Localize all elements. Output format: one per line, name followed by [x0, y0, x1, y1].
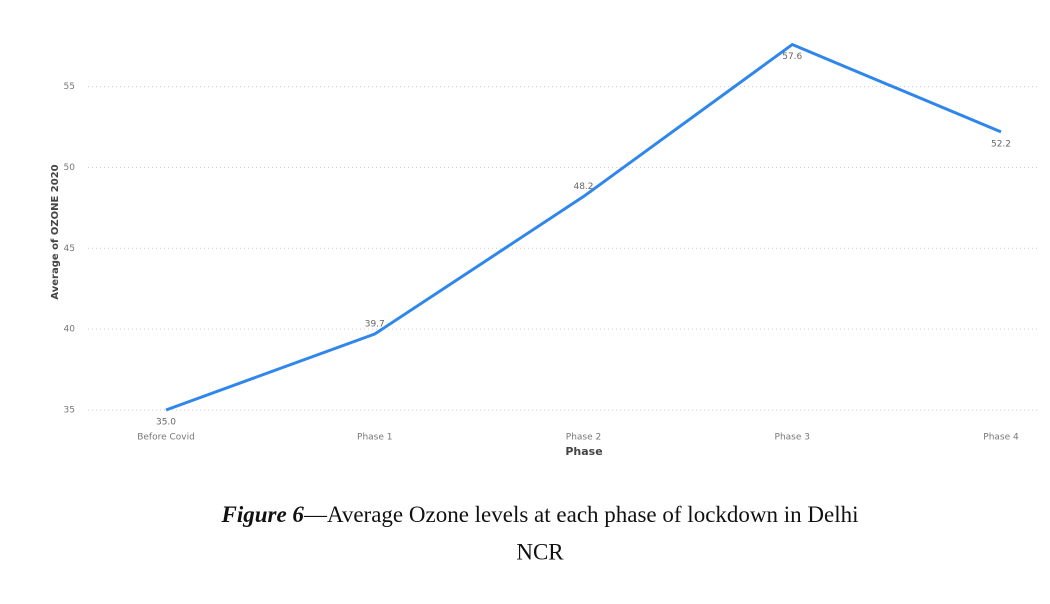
- x-tick-label: Phase 2: [566, 433, 601, 443]
- caption-label: Figure 6: [221, 502, 305, 527]
- data-label: 57.6: [782, 52, 802, 62]
- data-label: 48.2: [573, 182, 593, 192]
- caption-text: NCR: [516, 539, 564, 564]
- data-label: 35.0: [156, 418, 176, 428]
- line: [165, 43, 1002, 412]
- y-tick-label: 45: [64, 244, 75, 254]
- y-tick-label: 55: [64, 82, 75, 92]
- x-tick-label: Phase 1: [357, 433, 392, 443]
- x-tick-label: Phase 3: [775, 433, 810, 443]
- caption: Figure 6—Average Ozone levels at each ph…: [221, 502, 859, 527]
- y-axis-title: Average of OZONE 2020: [50, 164, 61, 299]
- data-label: 39.7: [365, 320, 385, 330]
- x-axis-title: Phase: [565, 445, 602, 458]
- caption-text: —Average Ozone levels at each phase of l…: [303, 502, 859, 527]
- x-tick-label: Phase 4: [983, 433, 1019, 443]
- x-tick-label: Before Covid: [137, 433, 195, 443]
- y-tick-label: 50: [64, 163, 76, 173]
- y-tick-label: 35: [64, 406, 75, 416]
- y-tick-label: 40: [64, 325, 76, 335]
- data-label: 52.2: [991, 139, 1011, 149]
